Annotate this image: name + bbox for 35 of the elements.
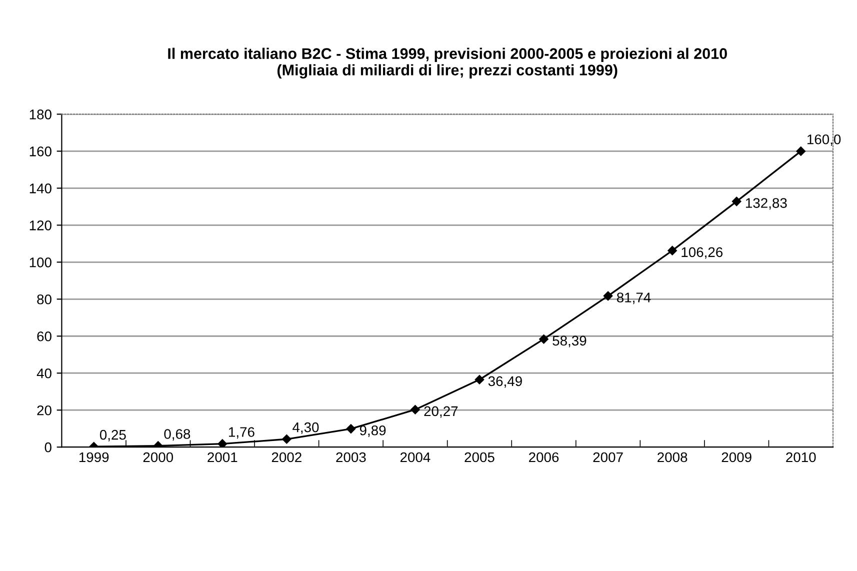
y-tick-label: 180	[30, 110, 52, 120]
x-tick-label: 2002	[272, 452, 302, 462]
text: 160,0	[807, 134, 841, 146]
x-tick-label: 2005	[464, 452, 494, 462]
y-tick-label: 0	[44, 442, 52, 452]
y-tick-label: 140	[30, 184, 52, 194]
x-tick-label: 2008	[658, 452, 688, 462]
y-tick-label: 60	[37, 331, 52, 342]
text: 20,27	[424, 406, 458, 418]
x-tick-label: 2001	[208, 452, 238, 462]
text: 106,26	[682, 247, 723, 259]
y-tick-label: 120	[30, 220, 52, 230]
y-tick-label: 100	[30, 257, 52, 268]
y-tick-label: 80	[37, 294, 52, 304]
x-tick-label: 2003	[336, 452, 366, 462]
text: 81,74	[616, 292, 651, 304]
text: 0,68	[164, 429, 190, 441]
x-tick-label: 2004	[400, 452, 430, 462]
x-tick-label: 2010	[786, 452, 816, 462]
x-tick-label: 2000	[143, 452, 174, 462]
text: 132,83	[746, 198, 787, 210]
text: 4,30	[292, 422, 319, 434]
x-tick-label: 1999	[79, 452, 109, 462]
text: 36,49	[488, 376, 522, 388]
text: 1,76	[229, 427, 254, 439]
y-tick-label: 20	[37, 405, 52, 416]
x-tick-label: 2009	[722, 452, 752, 462]
x-tick-label: 2007	[593, 452, 623, 462]
y-tick-label: 160	[30, 146, 52, 156]
y-tick-label: 40	[36, 368, 52, 378]
text: 58,39	[552, 336, 586, 348]
text: 0,25	[100, 430, 126, 442]
chart-title: Il mercato italiano B2C - Stima 1999, previsioni 2000-2005 e proiezioni al 2010 (Migliaia di miliardi di lire; prezzi costanti 1999)	[168, 48, 727, 79]
text: 9,89	[360, 425, 386, 437]
x-tick-label: 2006	[529, 452, 559, 462]
